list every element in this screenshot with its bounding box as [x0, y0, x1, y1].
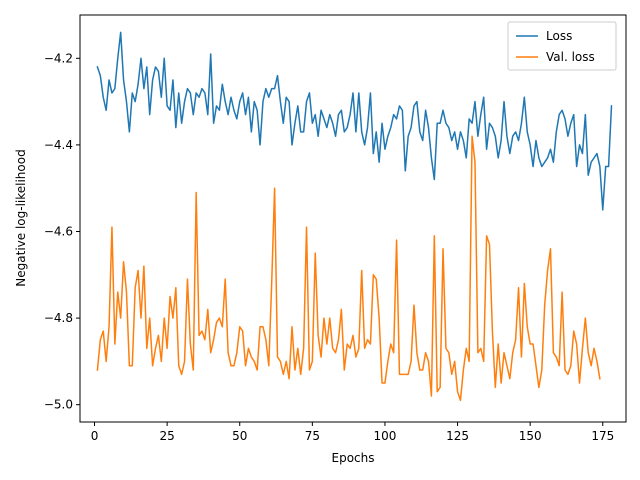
y-tick-label: −4.8	[44, 311, 73, 325]
series-line-1	[96, 31, 613, 211]
y-tick-label: −4.6	[44, 224, 73, 238]
series-line-2	[96, 135, 601, 402]
legend-label-2: Val. loss	[546, 50, 595, 64]
x-tick-label: 50	[232, 429, 247, 443]
x-tick-label: 175	[591, 429, 614, 443]
y-axis-title: Negative log-likelihood	[14, 149, 28, 286]
legend-label-1: Loss	[546, 29, 572, 43]
y-tick-label: −4.4	[44, 138, 73, 152]
y-tick-label: −5.0	[44, 398, 73, 412]
legend-box	[507, 21, 617, 71]
x-tick-label: 150	[519, 429, 542, 443]
x-axis-title: Epochs	[332, 451, 375, 465]
x-tick-label: 25	[159, 429, 174, 443]
plot-frame	[79, 14, 627, 423]
y-tick-label: −4.2	[44, 51, 73, 65]
x-tick-label: 0	[91, 429, 99, 443]
x-tick-label: 125	[446, 429, 469, 443]
x-tick-label: 75	[305, 429, 320, 443]
x-tick-label: 100	[373, 429, 396, 443]
legend: Loss Val. loss	[507, 21, 617, 71]
